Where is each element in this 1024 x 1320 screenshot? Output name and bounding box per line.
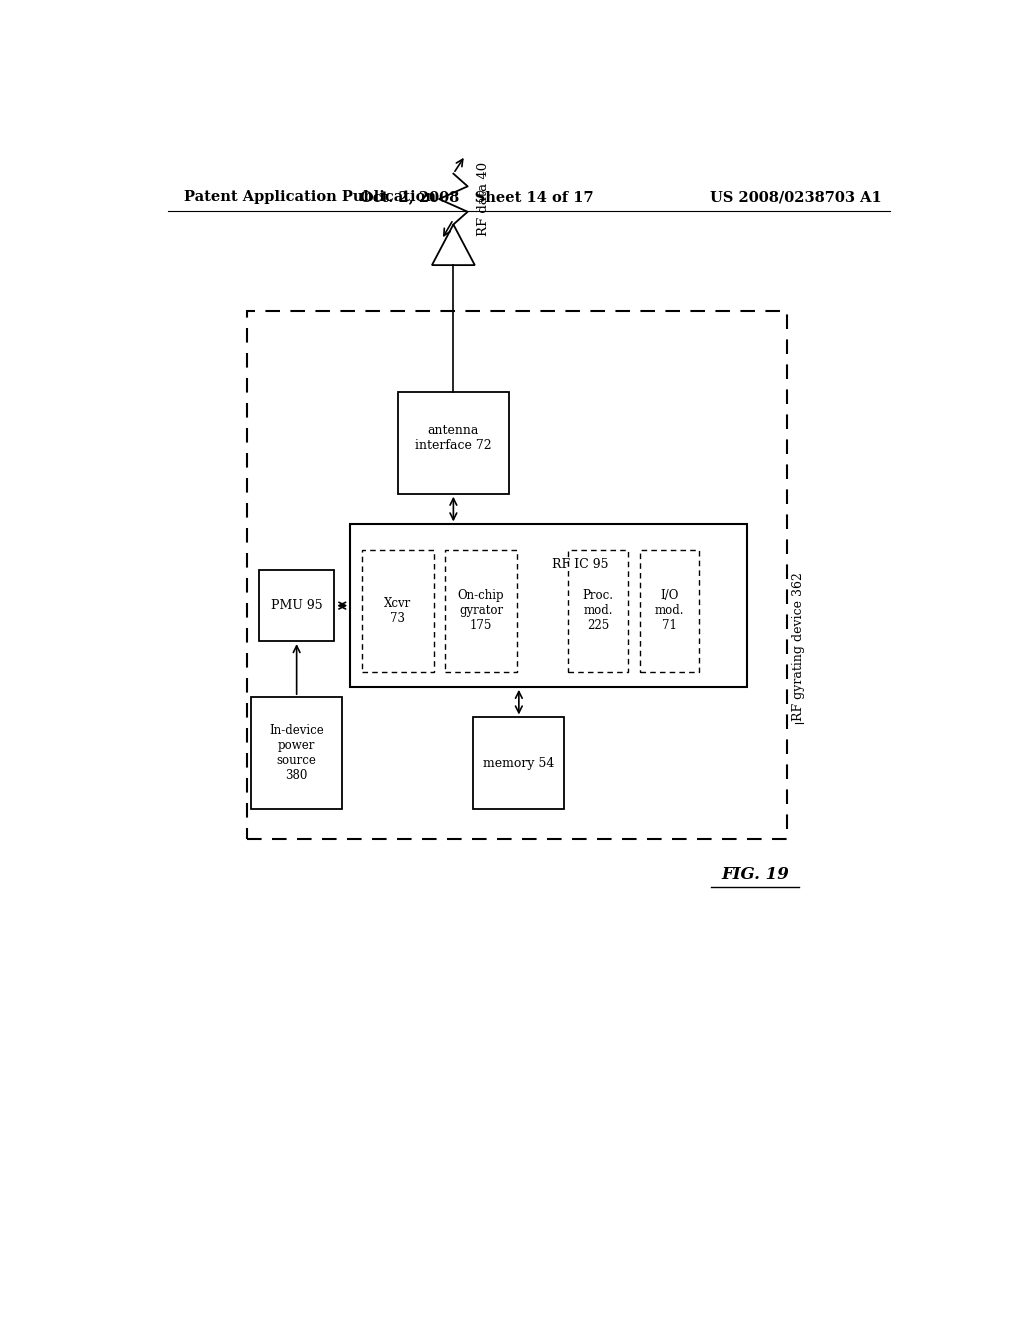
Text: Proc.
mod.
225: Proc. mod. 225 xyxy=(583,589,613,632)
Text: I/O
mod.
71: I/O mod. 71 xyxy=(655,589,684,632)
Text: US 2008/0238703 A1: US 2008/0238703 A1 xyxy=(711,190,882,205)
Text: RF IC 95: RF IC 95 xyxy=(552,558,608,572)
Text: Xcvr
73: Xcvr 73 xyxy=(384,597,412,624)
Text: memory 54: memory 54 xyxy=(483,756,555,770)
Text: PMU 95: PMU 95 xyxy=(270,599,323,612)
Text: On-chip
gyrator
175: On-chip gyrator 175 xyxy=(458,589,505,632)
Bar xyxy=(640,549,699,672)
Bar xyxy=(259,570,334,642)
Bar xyxy=(247,312,786,840)
Bar xyxy=(568,549,628,672)
Bar xyxy=(362,549,433,672)
Bar xyxy=(445,549,517,672)
Text: Patent Application Publication: Patent Application Publication xyxy=(183,190,435,205)
Bar xyxy=(251,697,342,809)
Bar xyxy=(350,524,748,686)
Text: antenna
interface 72: antenna interface 72 xyxy=(415,424,492,451)
Bar xyxy=(473,718,564,809)
Text: FIG. 19: FIG. 19 xyxy=(721,866,788,883)
Bar xyxy=(397,392,509,494)
Text: RF gyrating device 362: RF gyrating device 362 xyxy=(793,572,805,721)
Text: RF data 40: RF data 40 xyxy=(477,162,490,236)
Text: Oct. 2, 2008   Sheet 14 of 17: Oct. 2, 2008 Sheet 14 of 17 xyxy=(360,190,594,205)
Text: In-device
power
source
380: In-device power source 380 xyxy=(269,723,324,781)
